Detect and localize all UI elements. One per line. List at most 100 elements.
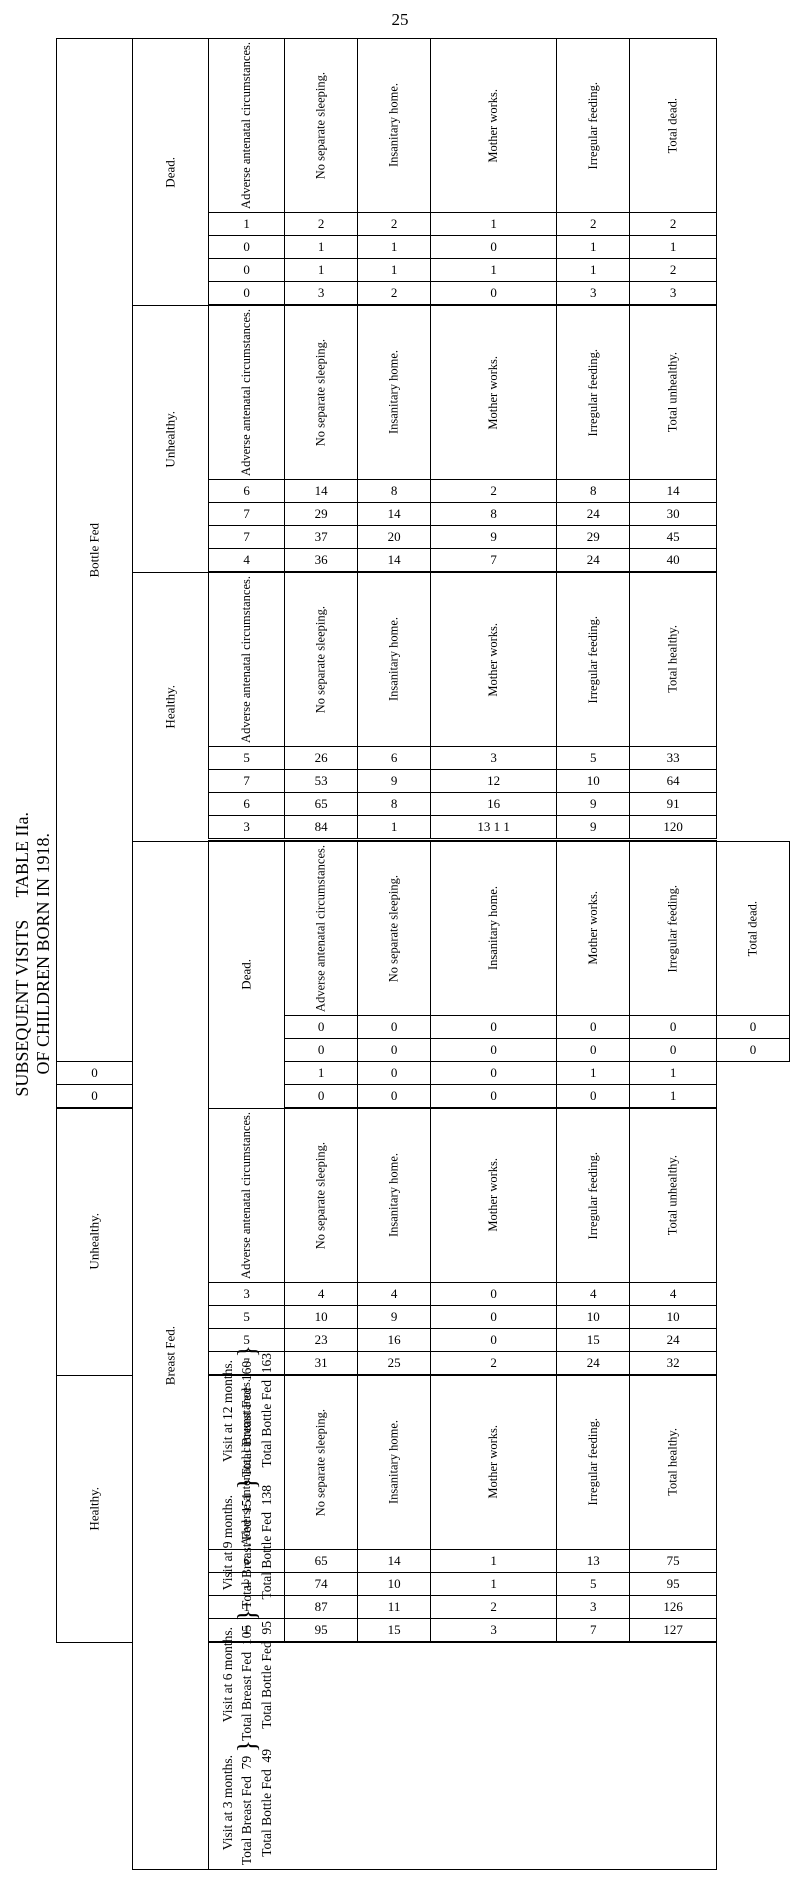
total-label: Total healthy. bbox=[630, 572, 717, 746]
row-label: Adverse antenatal circumstances. bbox=[209, 305, 285, 479]
cell: 0 bbox=[57, 1084, 133, 1107]
cell: 6 bbox=[209, 479, 285, 502]
row-label: Adverse antenatal circumstances. bbox=[285, 841, 358, 1015]
cell: 0 bbox=[358, 1015, 431, 1038]
cell: 1 bbox=[557, 1061, 630, 1084]
cell: 0 bbox=[285, 1084, 358, 1107]
cell: 10 bbox=[557, 1305, 630, 1328]
cell: 14 bbox=[285, 479, 358, 502]
cell: 4 bbox=[358, 1282, 431, 1305]
visit-group: Visit at 3 months.Total Breast Fed 79 }T… bbox=[219, 1740, 706, 1865]
row-label: No separate sleeping. bbox=[358, 841, 431, 1015]
cell: 10 bbox=[557, 769, 630, 792]
cell: 0 bbox=[557, 1084, 630, 1107]
cell: 0 bbox=[630, 1038, 717, 1061]
cell: 64 bbox=[630, 769, 717, 792]
cell: 1 bbox=[358, 258, 431, 281]
cell: 0 bbox=[431, 235, 557, 258]
feed-bottle-label: Bottle Fed bbox=[57, 39, 133, 1062]
cell: 4 bbox=[285, 1282, 358, 1305]
row-label: No separate sleeping. bbox=[285, 305, 358, 479]
visit-title: Visit at 9 months. bbox=[219, 1477, 237, 1609]
cell: 7 bbox=[431, 548, 557, 571]
cell: 5 bbox=[209, 746, 285, 769]
cell: 3 bbox=[557, 281, 630, 304]
row-label: Insanitary home. bbox=[358, 1108, 431, 1282]
row-label: Irregular feeding. bbox=[557, 1108, 630, 1282]
row-label: Irregular feeding. bbox=[557, 572, 630, 746]
side-title-l2: OF CHILDREN BORN IN 1918. bbox=[33, 833, 53, 1075]
row-label: Mother works. bbox=[431, 305, 557, 479]
visit-group: Visit at 9 months.Total Breast Fed 151 }… bbox=[219, 1477, 706, 1609]
cell: 120 bbox=[630, 815, 717, 839]
visit-breast-line: Total Breast Fed 79 } bbox=[237, 1740, 258, 1865]
cell: 4 bbox=[630, 1282, 717, 1305]
cell: 1 bbox=[358, 235, 431, 258]
row-label: Insanitary home. bbox=[358, 39, 431, 213]
cell: 1 bbox=[630, 235, 717, 258]
cell: 1 bbox=[285, 235, 358, 258]
cell: 91 bbox=[630, 792, 717, 815]
cell: 65 bbox=[285, 792, 358, 815]
row-label: Insanitary home. bbox=[431, 841, 557, 1015]
cell: 3 bbox=[285, 281, 358, 304]
cell: 33 bbox=[630, 746, 717, 769]
cell: 7 bbox=[209, 502, 285, 525]
row-label: Irregular feeding. bbox=[630, 841, 717, 1015]
row-label: Mother works. bbox=[431, 572, 557, 746]
health-dead-label: Dead. bbox=[209, 841, 285, 1108]
cell: 2 bbox=[431, 479, 557, 502]
cell: 0 bbox=[57, 1061, 133, 1084]
cell: 0 bbox=[716, 1038, 789, 1061]
cell: 0 bbox=[358, 1084, 431, 1107]
cell: 0 bbox=[209, 281, 285, 304]
total-label: Total unhealthy. bbox=[630, 1108, 717, 1282]
side-title-l3: SUBSEQUENT VISITS bbox=[12, 919, 32, 1096]
visit-breast-line: Total Breast Fed 151 } bbox=[237, 1477, 258, 1609]
row-label: Adverse antenatal circumstances. bbox=[209, 572, 285, 746]
row-label: No separate sleeping. bbox=[285, 39, 358, 213]
row-label: Adverse antenatal circumstances. bbox=[209, 39, 285, 213]
cell: 1 bbox=[630, 1084, 717, 1107]
cell: 0 bbox=[431, 1282, 557, 1305]
cell: 10 bbox=[285, 1305, 358, 1328]
cell: 0 bbox=[431, 1305, 557, 1328]
total-label: Total unhealthy. bbox=[630, 305, 717, 479]
cell: 20 bbox=[358, 525, 431, 548]
cell: 6 bbox=[358, 746, 431, 769]
row-label: Mother works. bbox=[557, 841, 630, 1015]
row-label: Insanitary home. bbox=[358, 305, 431, 479]
cell: 14 bbox=[358, 502, 431, 525]
cell: 5 bbox=[557, 746, 630, 769]
cell: 4 bbox=[557, 1282, 630, 1305]
row-label: Mother works. bbox=[431, 1108, 557, 1282]
cell: 7 bbox=[209, 769, 285, 792]
cell: 84 bbox=[285, 815, 358, 839]
cell: 9 bbox=[557, 815, 630, 839]
cell: 1 bbox=[630, 1061, 717, 1084]
cell: 0 bbox=[358, 1038, 431, 1061]
row-label: Insanitary home. bbox=[358, 572, 431, 746]
cell: 1 bbox=[285, 1061, 358, 1084]
cell: 1 bbox=[209, 212, 285, 235]
cell: 0 bbox=[557, 1015, 630, 1038]
visit-breast-line: Total Breast Fed 160 } bbox=[237, 1345, 258, 1477]
cell: 8 bbox=[557, 479, 630, 502]
cell: 4 bbox=[209, 548, 285, 571]
visit-bottle-line: Total Bottle Fed 163 bbox=[258, 1345, 276, 1477]
cell: 0 bbox=[431, 281, 557, 304]
cell: 0 bbox=[431, 1015, 557, 1038]
cell: 0 bbox=[716, 1015, 789, 1038]
cell: 0 bbox=[431, 1038, 557, 1061]
cell: 14 bbox=[358, 548, 431, 571]
health-unheal-label: Unhealthy. bbox=[133, 305, 209, 572]
health-dead-label: Dead. bbox=[133, 39, 209, 306]
cell: 30 bbox=[630, 502, 717, 525]
table-row: Unhealthy. Adverse antenatal circumstanc… bbox=[57, 305, 790, 479]
visit-bottle-line: Total Bottle Fed 95 bbox=[258, 1609, 276, 1741]
page: 25 SUBSEQUENT VISITS TABLE IIa. OF CHILD… bbox=[10, 10, 790, 1870]
cell: 1 bbox=[285, 258, 358, 281]
cell: 12 bbox=[431, 769, 557, 792]
cell: 29 bbox=[285, 502, 358, 525]
cell: 9 bbox=[557, 792, 630, 815]
